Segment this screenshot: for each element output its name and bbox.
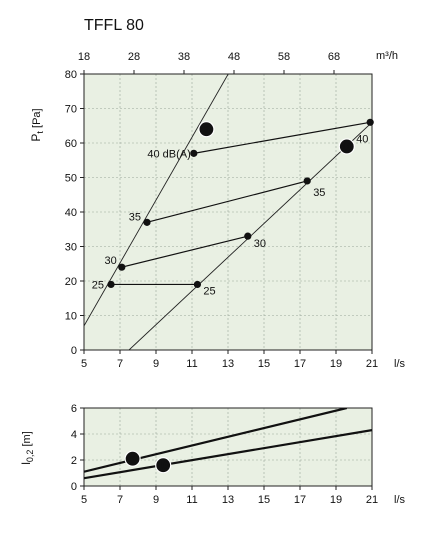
top-tick-label-48: 48: [228, 51, 240, 63]
lower-x-tick-label-5: 5: [81, 494, 87, 506]
sound-point-30-end: [244, 232, 252, 240]
sound-point-25-end: [193, 280, 201, 289]
sound-label-30-start: 30: [105, 255, 117, 267]
series-line-5: [84, 74, 229, 327]
main-marker-10-label: 10: [341, 141, 353, 153]
top-tick-label-58: 58: [278, 51, 290, 63]
main-y-tick-label-10: 10: [65, 311, 77, 323]
main-y-tick-label-60: 60: [65, 138, 77, 150]
top-tick-label-68: 68: [328, 51, 340, 63]
sound-point-35-start: [143, 218, 151, 226]
lower-y-tick-label-0: 0: [71, 481, 77, 493]
sound-point-40-dB-A--start: [190, 149, 198, 157]
lower-x-tick-label-13: 13: [222, 494, 234, 506]
main-x-tick-label-9: 9: [153, 358, 159, 370]
sound-point-30-start: [118, 263, 126, 271]
lower-y-axis-label: l0,2 [m]: [19, 431, 35, 465]
main-y-tick-label-30: 30: [65, 242, 77, 254]
main-y-tick-label-50: 50: [65, 173, 77, 185]
sound-label-35-end: 35: [313, 187, 325, 199]
top-tick-label-18: 18: [78, 51, 90, 63]
main-x-tick-label-13: 13: [222, 358, 234, 370]
main-marker-10-disc: [338, 138, 355, 155]
lower-x-tick-label-15: 15: [258, 494, 270, 506]
lower-marker-10: 10: [155, 457, 172, 474]
lower-x-tick-label-9: 9: [153, 494, 159, 506]
lower-x-tick-label-17: 17: [294, 494, 306, 506]
sound-label-40-dB-A--end: 40: [356, 133, 368, 145]
sound-label-35-start: 35: [129, 211, 141, 223]
top-axis-unit: m³/h: [376, 50, 398, 62]
main-x-tick-label-21: 21: [366, 358, 378, 370]
sound-point-40-dB-A--end: [366, 118, 374, 126]
lower-x-tick-label-21: 21: [366, 494, 378, 506]
sound-line-35: [146, 180, 308, 223]
main-marker-10: 10: [338, 138, 355, 155]
main-x-axis-unit: l/s: [394, 358, 406, 370]
main-marker-5-disc: [198, 121, 215, 138]
sound-label-40-dB-A--start: 40 dB(A): [147, 148, 190, 160]
main-x-tick-label-15: 15: [258, 358, 270, 370]
lower-marker-5-label: 5: [130, 454, 136, 466]
main-y-tick-label-70: 70: [65, 104, 77, 116]
lower-series-line-10: [84, 429, 372, 480]
lower-x-tick-label-19: 19: [330, 494, 342, 506]
main-x-tick-label-7: 7: [117, 358, 123, 370]
sound-label-25-end: 25: [203, 285, 215, 297]
main-x-tick-label-5: 5: [81, 358, 87, 370]
main-x-tick-label-19: 19: [330, 358, 342, 370]
sound-line-30: [121, 235, 248, 268]
main-x-tick-label-11: 11: [186, 358, 197, 370]
lower-marker-5-disc: [124, 450, 141, 467]
lower-marker-5: 5: [124, 450, 141, 467]
main-y-tick-label-20: 20: [65, 276, 77, 288]
lower-y-tick-label-2: 2: [71, 455, 77, 467]
lower-marker-10-disc: [155, 457, 172, 474]
top-tick-label-38: 38: [178, 51, 190, 63]
sound-line-40-dB-A-: [193, 121, 371, 154]
main-x-tick-label-17: 17: [294, 358, 306, 370]
sound-point-35-end: [303, 177, 311, 185]
top-tick-label-28: 28: [128, 51, 140, 63]
main-y-tick-label-0: 0: [71, 345, 77, 357]
lower-y-tick-label-4: 4: [71, 429, 77, 441]
main-marker-5-label: 5: [203, 124, 209, 136]
lower-x-tick-label-7: 7: [117, 494, 123, 506]
main-y-tick-label-40: 40: [65, 207, 77, 219]
lower-y-tick-label-6: 6: [71, 403, 77, 415]
lower-x-tick-label-11: 11: [186, 494, 197, 506]
chart-title: TFFL 80: [84, 17, 144, 34]
sound-label-30-end: 30: [254, 238, 266, 250]
main-y-tick-label-80: 80: [65, 69, 77, 81]
main-y-axis-label: Pt [Pa]: [29, 108, 45, 141]
lower-x-axis-unit: l/s: [394, 494, 406, 506]
lower-plot-area: [84, 408, 372, 486]
sound-label-25-start: 25: [92, 279, 104, 291]
main-marker-5: 5: [198, 121, 215, 138]
sound-point-25-start: [107, 280, 115, 289]
lower-marker-10-label: 10: [157, 460, 169, 472]
